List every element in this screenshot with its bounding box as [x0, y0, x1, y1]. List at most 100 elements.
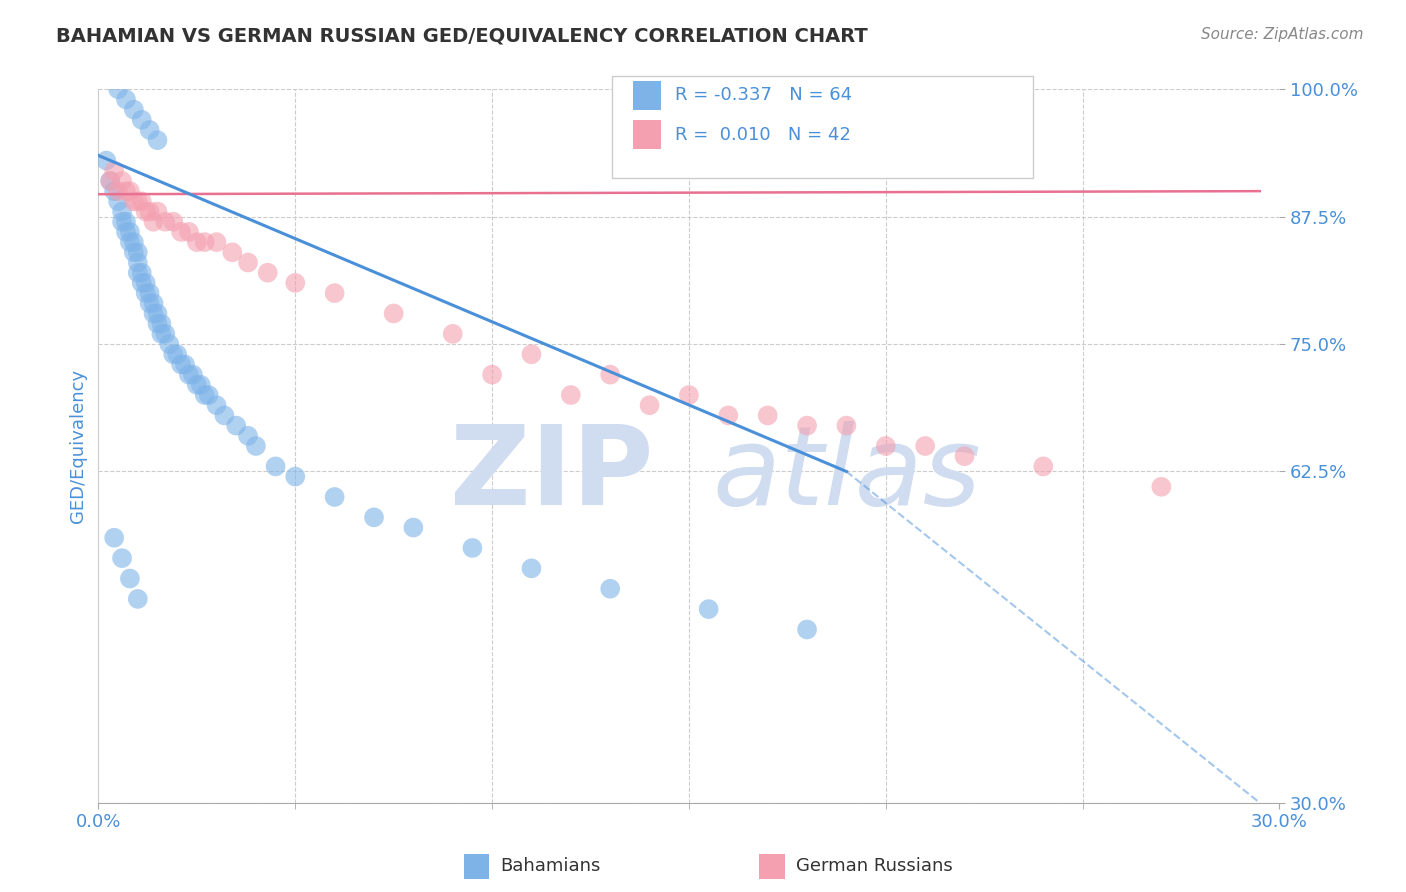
Point	[127, 266, 149, 280]
Point	[481, 368, 503, 382]
Point	[520, 561, 543, 575]
Point	[162, 347, 184, 361]
Point	[107, 194, 129, 209]
Point	[146, 204, 169, 219]
Point	[103, 184, 125, 198]
Point	[98, 174, 121, 188]
Text: R = -0.337   N = 64: R = -0.337 N = 64	[675, 87, 852, 104]
Point	[186, 377, 208, 392]
Point	[264, 459, 287, 474]
Point	[756, 409, 779, 423]
Point	[122, 103, 145, 117]
Point	[127, 591, 149, 606]
Point	[142, 306, 165, 320]
Point	[835, 418, 858, 433]
Point	[118, 184, 141, 198]
Point	[284, 469, 307, 483]
Point	[111, 215, 134, 229]
Point	[181, 368, 204, 382]
Point	[560, 388, 582, 402]
Y-axis label: GED/Equivalency: GED/Equivalency	[69, 369, 87, 523]
Point	[146, 306, 169, 320]
Point	[205, 235, 228, 249]
Point	[162, 215, 184, 229]
Point	[638, 398, 661, 412]
Point	[131, 266, 153, 280]
Point	[150, 317, 173, 331]
Point	[170, 358, 193, 372]
Point	[138, 286, 160, 301]
Point	[170, 225, 193, 239]
Point	[98, 174, 121, 188]
Point	[131, 112, 153, 127]
Point	[284, 276, 307, 290]
Point	[157, 337, 180, 351]
Point	[194, 235, 217, 249]
Point	[363, 510, 385, 524]
Point	[118, 225, 141, 239]
Point	[1150, 480, 1173, 494]
Point	[135, 204, 157, 219]
Point	[127, 255, 149, 269]
Point	[115, 184, 138, 198]
Point	[186, 235, 208, 249]
Point	[174, 358, 197, 372]
Point	[107, 184, 129, 198]
Text: Bahamians: Bahamians	[501, 857, 600, 875]
Point	[697, 602, 720, 616]
Point	[131, 276, 153, 290]
Point	[236, 429, 259, 443]
Point	[155, 215, 177, 229]
Point	[107, 82, 129, 96]
Point	[118, 235, 141, 249]
Point	[441, 326, 464, 341]
Point	[146, 317, 169, 331]
Point	[402, 520, 425, 534]
Point	[115, 225, 138, 239]
Point	[796, 623, 818, 637]
Point	[150, 326, 173, 341]
Text: ZIP: ZIP	[450, 421, 654, 528]
Point	[122, 245, 145, 260]
Point	[135, 286, 157, 301]
Point	[225, 418, 247, 433]
Point	[190, 377, 212, 392]
Point	[197, 388, 219, 402]
Point	[111, 551, 134, 566]
Point	[256, 266, 278, 280]
Point	[599, 368, 621, 382]
Point	[122, 194, 145, 209]
Point	[103, 163, 125, 178]
Point	[678, 388, 700, 402]
Point	[205, 398, 228, 412]
Point	[166, 347, 188, 361]
Text: German Russians: German Russians	[796, 857, 952, 875]
Point	[111, 204, 134, 219]
Point	[122, 235, 145, 249]
Point	[796, 418, 818, 433]
Text: atlas: atlas	[713, 421, 981, 528]
Point	[142, 215, 165, 229]
Point	[914, 439, 936, 453]
Point	[953, 449, 976, 463]
Point	[131, 194, 153, 209]
Point	[520, 347, 543, 361]
Point	[115, 92, 138, 106]
Point	[96, 153, 118, 168]
Text: Source: ZipAtlas.com: Source: ZipAtlas.com	[1201, 27, 1364, 42]
Point	[127, 245, 149, 260]
Point	[461, 541, 484, 555]
Point	[236, 255, 259, 269]
Point	[1032, 459, 1054, 474]
Point	[875, 439, 897, 453]
Point	[135, 276, 157, 290]
Point	[138, 204, 160, 219]
Point	[382, 306, 405, 320]
Point	[103, 531, 125, 545]
Point	[214, 409, 236, 423]
Point	[118, 572, 141, 586]
Point	[323, 490, 346, 504]
Point	[127, 194, 149, 209]
Point	[177, 368, 200, 382]
Point	[221, 245, 243, 260]
